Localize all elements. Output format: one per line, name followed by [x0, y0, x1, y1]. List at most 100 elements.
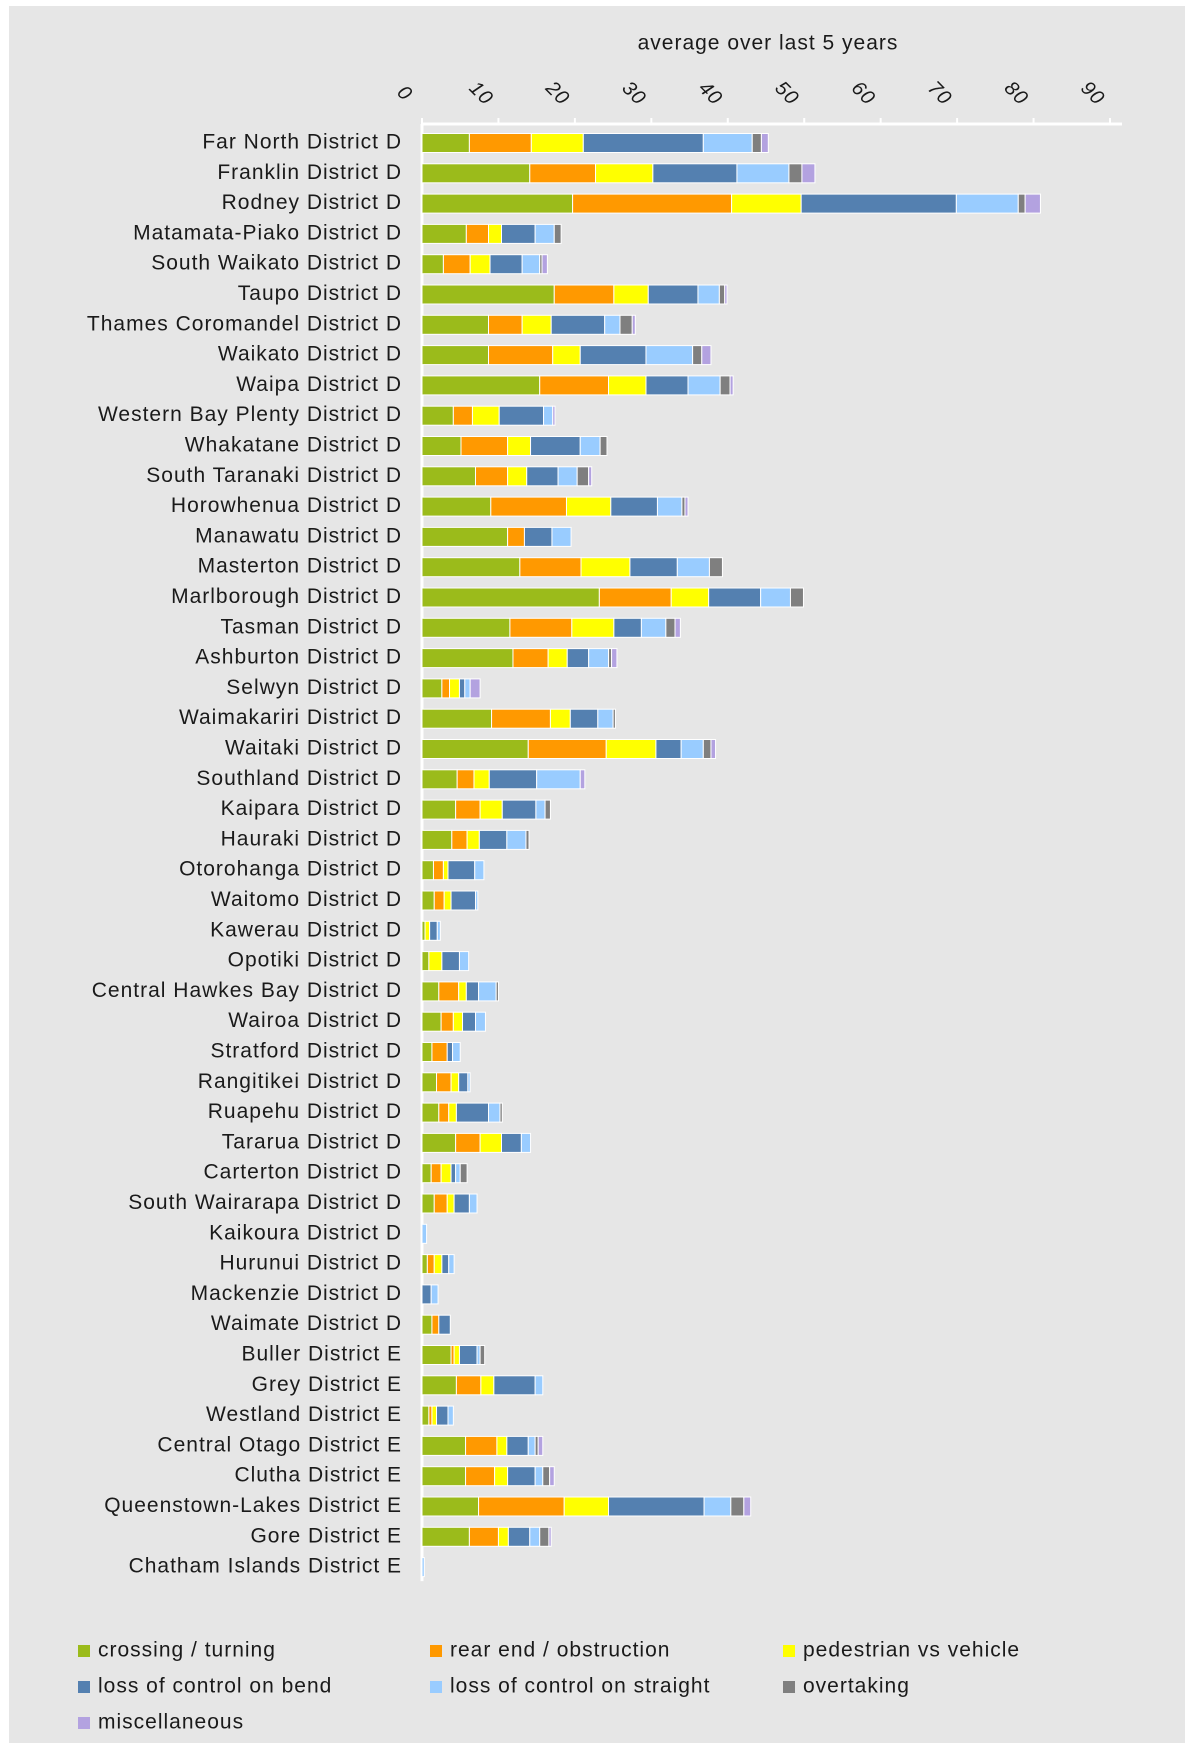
- bar-segment: [674, 617, 681, 638]
- bar-segment: [421, 799, 457, 820]
- bar-segment: [702, 133, 753, 153]
- bar-segment: [640, 617, 667, 638]
- bar-segment: [579, 345, 647, 366]
- bar-segment: [448, 1254, 455, 1275]
- bar-segment: [645, 375, 689, 396]
- bar-segment: [541, 254, 548, 275]
- y-tick-label: Taupo District D: [238, 282, 402, 305]
- bar-segment: [433, 1254, 443, 1275]
- bar-segment: [507, 436, 532, 456]
- bar-segment: [473, 769, 490, 790]
- bar-segment: [468, 1193, 478, 1214]
- axis-title: average over last 5 years: [638, 32, 899, 55]
- y-tick-label: Matamata-Piako District D: [133, 221, 402, 244]
- bar-segment: [421, 648, 514, 669]
- legend-swatch: [783, 1681, 795, 1693]
- bar-segment: [631, 314, 636, 335]
- bar-segment: [421, 769, 458, 790]
- bar-segment: [488, 769, 538, 790]
- bar-segment: [576, 466, 590, 487]
- y-tick-label: South Taranaki District D: [146, 464, 402, 487]
- bar-segment: [421, 1405, 430, 1426]
- bar-segment: [456, 769, 475, 790]
- legend-swatch: [430, 1681, 442, 1693]
- y-tick-label: Franklin District D: [217, 161, 402, 184]
- bar-segment: [488, 314, 523, 335]
- y-tick-label: Kaikoura District D: [209, 1221, 402, 1244]
- y-tick-label: South Waikato District D: [151, 252, 402, 275]
- bar-segment: [743, 1496, 752, 1517]
- bar-segment: [421, 496, 492, 517]
- bar-segment: [549, 708, 571, 729]
- y-tick-label: Waimakariri District D: [179, 706, 402, 729]
- bar-segment: [539, 375, 610, 396]
- bar-segment: [464, 678, 471, 699]
- bar-segment: [469, 678, 481, 699]
- bar-segment: [547, 648, 568, 669]
- bar-segment: [443, 890, 452, 911]
- bar-segment: [588, 466, 593, 487]
- bar-segment: [438, 981, 460, 1002]
- bar-segment: [446, 1042, 454, 1062]
- bar-segment: [520, 1132, 532, 1153]
- y-tick-label: Waikato District D: [218, 343, 402, 366]
- bar-segment: [655, 739, 682, 759]
- bar-segment: [553, 284, 615, 305]
- bar-segment: [565, 496, 612, 517]
- bar-segment: [552, 405, 556, 426]
- bar-segment: [571, 617, 615, 638]
- y-tick-label: Carterton District D: [203, 1161, 402, 1184]
- bar-segment: [507, 1526, 531, 1547]
- bar-segment: [421, 708, 493, 729]
- bar-segment: [501, 1132, 522, 1153]
- bar-segment: [447, 1405, 454, 1426]
- bar-segment: [421, 678, 443, 699]
- bar-segment: [552, 345, 581, 366]
- bar-segment: [548, 1526, 552, 1547]
- legend-swatch: [78, 1645, 90, 1657]
- y-tick-label: Thames Coromandel District D: [87, 312, 402, 335]
- bar-segment: [521, 314, 552, 335]
- bar-segment: [684, 496, 689, 517]
- bar-segment: [526, 466, 559, 487]
- legend-label: loss of control on straight: [450, 1675, 710, 1698]
- y-tick-label: Whakatane District D: [185, 434, 402, 457]
- bar-segment: [676, 557, 710, 578]
- bar-segment: [955, 193, 1019, 214]
- y-tick-label: Ruapehu District D: [208, 1100, 402, 1123]
- bar-segment: [506, 1435, 529, 1456]
- bar-segment: [441, 678, 451, 699]
- bar-segment: [543, 405, 554, 426]
- bar-segment: [800, 193, 957, 214]
- bar-segment: [539, 1526, 550, 1547]
- bar-segment: [608, 1496, 705, 1517]
- bar-segment: [421, 405, 454, 426]
- y-tick-label: Rodney District D: [222, 191, 402, 214]
- bar-segment: [719, 375, 731, 396]
- bar-segment: [421, 254, 444, 275]
- bar-segment: [478, 1496, 565, 1517]
- bar-segment: [557, 466, 578, 487]
- bar-segment: [1024, 193, 1041, 214]
- y-tick-label: Westland District E: [206, 1403, 402, 1426]
- bar-segment: [610, 496, 658, 517]
- bar-segment: [421, 829, 453, 850]
- bar-segment: [497, 1526, 509, 1547]
- bar-segment: [431, 1405, 438, 1426]
- bar-segment: [421, 314, 490, 335]
- bar-segment: [458, 981, 467, 1002]
- bar-segment: [551, 526, 572, 547]
- bar-segment: [488, 1102, 501, 1123]
- bar-segment: [478, 829, 508, 850]
- y-tick-label: Otorohanga District D: [179, 858, 402, 881]
- bar-segment: [421, 466, 477, 487]
- bar-segment: [563, 1496, 610, 1517]
- bar-segment: [421, 617, 511, 638]
- bar-segment: [458, 1345, 478, 1365]
- y-tick-label: Ashburton District D: [195, 646, 402, 669]
- bar-segment: [493, 1375, 536, 1396]
- bar-segment: [421, 981, 440, 1002]
- bar-segment: [474, 860, 485, 881]
- bar-segment: [729, 375, 734, 396]
- bar-segment: [506, 829, 527, 850]
